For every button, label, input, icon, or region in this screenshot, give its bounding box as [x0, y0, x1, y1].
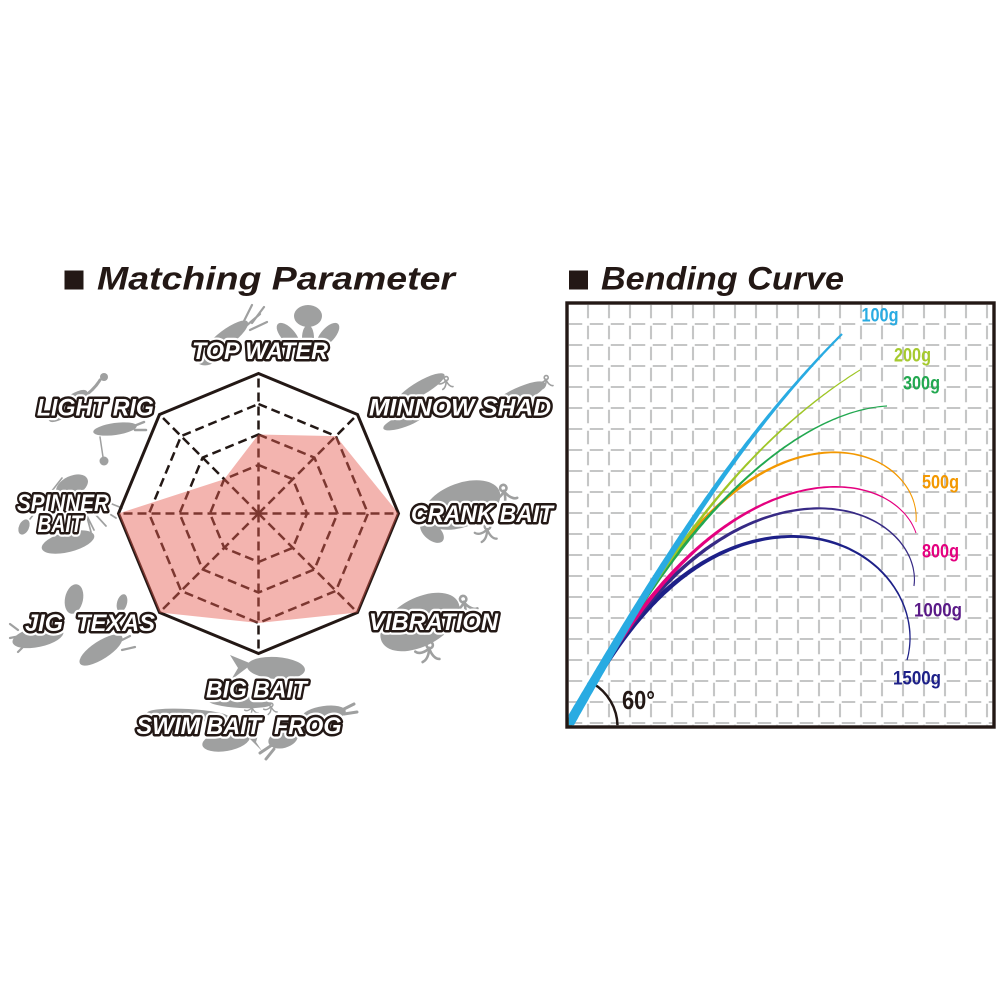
svg-text:BIG BAIT: BIG BAIT	[206, 677, 309, 704]
svg-text:VIBRATION: VIBRATION	[369, 609, 499, 636]
svg-text:JIG TEXAS: JIG TEXAS	[25, 610, 156, 637]
svg-text:200g: 200g	[894, 346, 931, 367]
svg-text:TOP WATER: TOP WATER	[192, 338, 328, 365]
svg-text:300g: 300g	[903, 374, 940, 395]
svg-text:BIG BAIT: BIG BAIT	[206, 677, 309, 704]
svg-text:CRANK BAIT: CRANK BAIT	[411, 501, 555, 528]
svg-text:MINNOW SHAD: MINNOW SHAD	[369, 395, 551, 422]
svg-text:Matching Parameter: Matching Parameter	[97, 261, 458, 297]
svg-text:500g: 500g	[922, 473, 959, 494]
svg-text:VIBRATION: VIBRATION	[369, 609, 499, 636]
svg-text:Bending Curve: Bending Curve	[601, 261, 844, 297]
svg-text:LIGHT RIG: LIGHT RIG	[37, 395, 154, 422]
svg-text:60°: 60°	[622, 685, 655, 715]
svg-text:SWIM BAIT FROG: SWIM BAIT FROG	[137, 713, 342, 740]
svg-text:LIGHT RIG: LIGHT RIG	[37, 395, 154, 422]
svg-text:1000g: 1000g	[914, 601, 962, 622]
svg-text:800g: 800g	[922, 542, 959, 563]
svg-text:1500g: 1500g	[893, 669, 941, 690]
svg-text:JIG TEXAS: JIG TEXAS	[25, 610, 156, 637]
svg-text:SPINNER: SPINNER	[17, 490, 109, 517]
svg-text:BAIT: BAIT	[38, 511, 85, 538]
svg-text:MINNOW SHAD: MINNOW SHAD	[369, 395, 551, 422]
svg-text:TOP WATER: TOP WATER	[192, 338, 328, 365]
svg-text:SWIM BAIT FROG: SWIM BAIT FROG	[137, 713, 342, 740]
svg-text:CRANK BAIT: CRANK BAIT	[411, 501, 555, 528]
svg-text:BAIT: BAIT	[38, 511, 85, 538]
svg-text:100g: 100g	[862, 306, 899, 327]
svg-text:SPINNER: SPINNER	[17, 490, 109, 517]
